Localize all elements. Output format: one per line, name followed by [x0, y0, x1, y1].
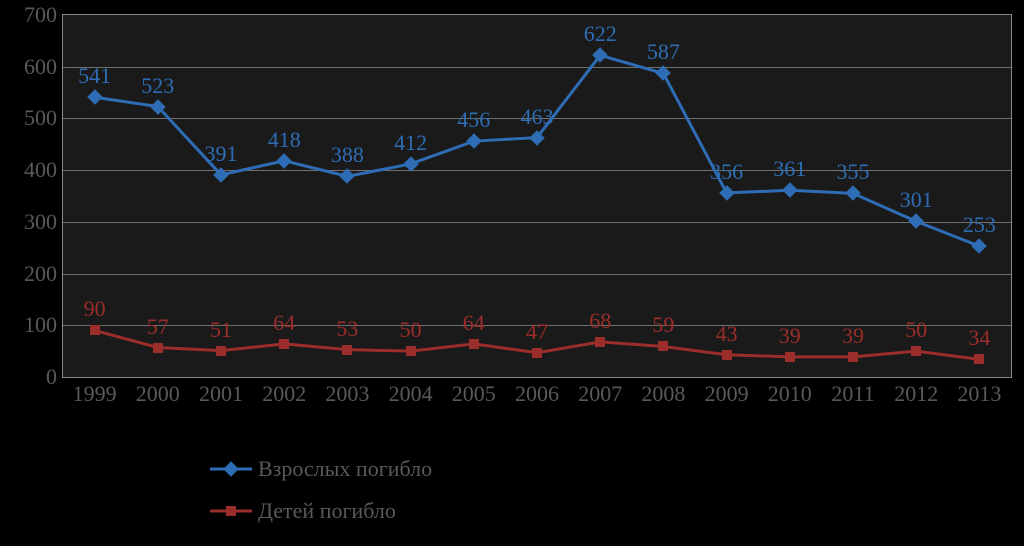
data-label: 53	[336, 316, 358, 342]
data-label: 39	[779, 323, 801, 349]
x-tick-label: 2008	[641, 377, 685, 407]
data-label: 355	[837, 159, 870, 185]
data-label: 39	[842, 323, 864, 349]
y-tick-label: 700	[24, 2, 63, 28]
data-label: 301	[900, 187, 933, 213]
data-label: 412	[394, 130, 427, 156]
x-tick-label: 2006	[515, 377, 559, 407]
legend-swatch	[210, 459, 252, 479]
x-tick-label: 2000	[136, 377, 180, 407]
x-tick-label: 2010	[768, 377, 812, 407]
x-tick-label: 2003	[325, 377, 369, 407]
y-tick-label: 0	[46, 364, 63, 390]
plot-area: 0100200300400500600700199920002001200220…	[62, 14, 1012, 378]
data-label: 51	[210, 317, 232, 343]
data-label: 57	[147, 314, 169, 340]
x-tick-label: 1999	[73, 377, 117, 407]
x-tick-label: 2005	[452, 377, 496, 407]
x-tick-label: 2004	[389, 377, 433, 407]
data-label: 622	[584, 21, 617, 47]
data-label: 50	[400, 317, 422, 343]
y-tick-label: 200	[24, 261, 63, 287]
legend-label: Детей погибло	[258, 498, 396, 524]
x-tick-label: 2002	[262, 377, 306, 407]
data-label: 43	[716, 321, 738, 347]
data-label: 523	[141, 73, 174, 99]
data-label: 356	[710, 159, 743, 185]
legend-item: Детей погибло	[210, 494, 432, 528]
data-label: 541	[78, 63, 111, 89]
data-label: 64	[463, 310, 485, 336]
data-label: 68	[589, 308, 611, 334]
x-tick-label: 2001	[199, 377, 243, 407]
data-label: 391	[205, 141, 238, 167]
legend: Взрослых погибло Детей погибло	[210, 452, 432, 528]
legend-swatch	[210, 501, 252, 521]
data-label: 59	[652, 312, 674, 338]
x-tick-label: 2011	[831, 377, 874, 407]
data-label: 463	[521, 104, 554, 130]
legend-label: Взрослых погибло	[258, 456, 432, 482]
y-tick-label: 100	[24, 312, 63, 338]
chart-container: 0 100 200 300 400 500 600 700 1999 2000 2001 2002 20…	[0, 0, 1024, 546]
data-label: 47	[526, 319, 548, 345]
y-tick-label: 600	[24, 54, 63, 80]
x-tick-label: 2009	[705, 377, 749, 407]
data-label: 418	[268, 127, 301, 153]
x-tick-label: 2007	[578, 377, 622, 407]
x-tick-label: 2013	[957, 377, 1001, 407]
data-label: 34	[968, 325, 990, 351]
data-label: 253	[963, 212, 996, 238]
data-label: 361	[773, 156, 806, 182]
data-label: 90	[84, 296, 106, 322]
y-tick-label: 500	[24, 105, 63, 131]
legend-item: Взрослых погибло	[210, 452, 432, 486]
x-tick-label: 2012	[894, 377, 938, 407]
data-label: 64	[273, 310, 295, 336]
data-label: 587	[647, 39, 680, 65]
data-label: 50	[905, 317, 927, 343]
y-tick-label: 400	[24, 157, 63, 183]
data-label: 388	[331, 142, 364, 168]
y-tick-label: 300	[24, 209, 63, 235]
data-label: 456	[457, 107, 490, 133]
